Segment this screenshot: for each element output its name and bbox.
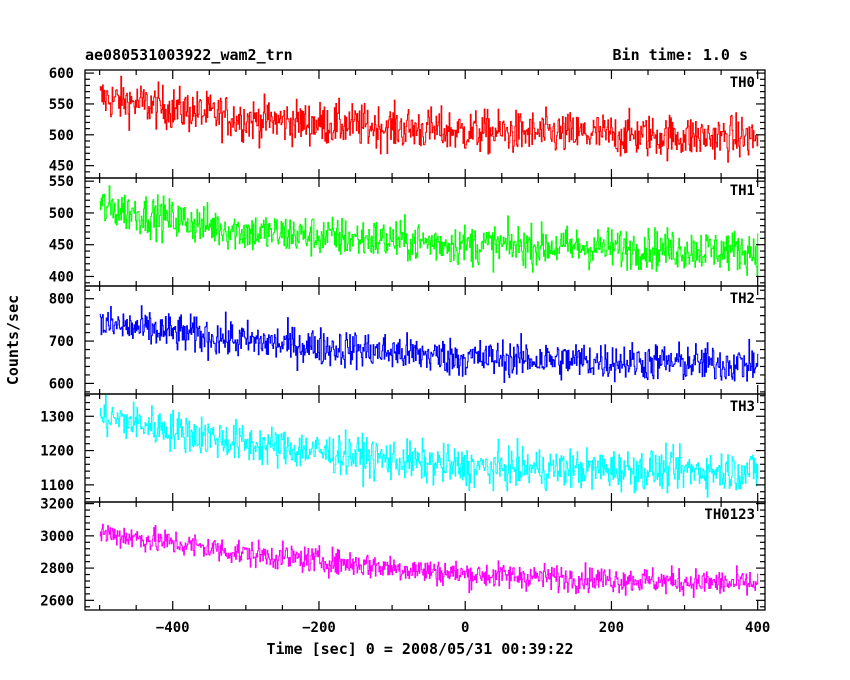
y-tick-label: 600 xyxy=(49,376,74,392)
y-tick-label: 1100 xyxy=(40,478,74,494)
panel-label-th1: TH1 xyxy=(730,183,755,199)
y-tick-label: 600 xyxy=(49,66,74,82)
x-tick-label: 400 xyxy=(745,620,770,636)
panel-th0: 450 500 550 600 TH0 xyxy=(49,66,766,179)
y-tick-label: 400 xyxy=(49,269,74,285)
y-tick-label: 1200 xyxy=(40,444,74,460)
y-tick-label: 500 xyxy=(49,128,74,144)
series-line-th1 xyxy=(99,185,759,277)
series-line-th0 xyxy=(99,75,759,163)
y-tick-label: 1300 xyxy=(40,409,74,425)
bin-time-label: Bin time: 1.0 s xyxy=(613,46,748,64)
y-tick-label: 700 xyxy=(49,334,74,350)
panel-label-th3: TH3 xyxy=(730,399,755,415)
chart-title: ae080531003922_wam2_trn xyxy=(85,46,293,64)
y-tick-label: 3000 xyxy=(40,529,74,545)
y-tick-label: 2800 xyxy=(40,561,74,577)
x-axis-label: Time [sec] 0 = 2008/05/31 00:39:22 xyxy=(266,640,573,658)
panel-frame xyxy=(84,501,766,611)
x-tick-label: 200 xyxy=(599,620,624,636)
series-line-th3 xyxy=(99,394,759,498)
y-tick-label: 3200 xyxy=(40,497,74,513)
y-tick-label: 550 xyxy=(49,174,74,190)
panel-label-th0: TH0 xyxy=(730,75,755,91)
panels-group: 450 500 550 600 TH0 400 450 500 550 TH1 600 700 800 T… xyxy=(40,66,766,611)
panel-label-th0123: TH0123 xyxy=(704,507,755,523)
y-tick-label: 450 xyxy=(49,159,74,175)
panel-label-th2: TH2 xyxy=(730,291,755,307)
y-tick-label: 800 xyxy=(49,292,74,308)
panel-frame xyxy=(84,69,766,179)
panel-th0123: 2600 2800 3000 3200 TH0123 xyxy=(40,497,766,611)
panel-th3: 1100 1200 1300 TH3 xyxy=(40,393,766,503)
x-tick-label: 0 xyxy=(461,620,469,636)
series-line-th2 xyxy=(99,305,759,383)
y-tick-label: 550 xyxy=(49,97,74,113)
x-tick-label: −400 xyxy=(156,620,190,636)
panel-th1: 400 450 500 550 TH1 xyxy=(49,174,766,287)
y-tick-label: 500 xyxy=(49,206,74,222)
x-tick-label: −200 xyxy=(302,620,336,636)
y-tick-label: 2600 xyxy=(40,593,74,609)
y-axis-label: Counts/sec xyxy=(4,295,22,385)
series-line-th0123 xyxy=(99,523,759,598)
x-axis: −400 −200 0 200 400 xyxy=(156,620,770,636)
panel-th2: 600 700 800 TH2 xyxy=(49,285,766,395)
y-tick-label: 450 xyxy=(49,238,74,254)
